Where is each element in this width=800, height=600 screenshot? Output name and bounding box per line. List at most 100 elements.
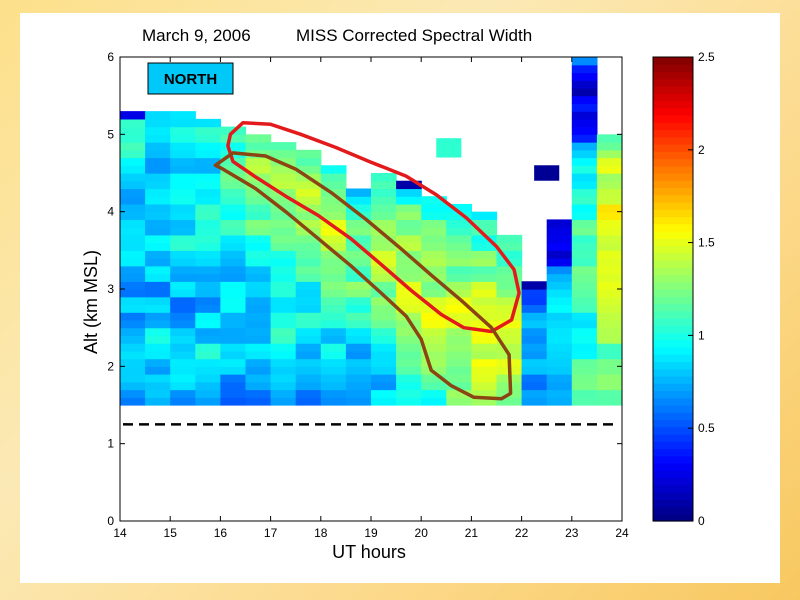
heatmap-cell: [195, 350, 221, 360]
colorbar-segment: [653, 107, 693, 116]
heatmap-cell: [521, 389, 548, 398]
heatmap-cell: [120, 203, 146, 213]
heatmap-cell: [396, 196, 422, 205]
heatmap-cell: [320, 312, 347, 321]
heatmap-cell: [345, 296, 372, 306]
heatmap-cell: [120, 165, 146, 174]
colorbar-segment: [653, 376, 693, 384]
heatmap-cell: [195, 343, 221, 352]
heatmap-cell: [195, 312, 221, 321]
heatmap-cell: [571, 250, 598, 259]
colorbar-tick-label: 2.5: [698, 50, 715, 64]
heatmap-cell: [371, 366, 397, 375]
heatmap-cell: [295, 273, 322, 282]
heatmap-cell: [571, 381, 598, 391]
heatmap-cell: [571, 234, 598, 244]
heatmap-cell: [270, 234, 297, 244]
heatmap-cell: [270, 327, 297, 336]
heatmap-cell: [571, 165, 598, 174]
heatmap-cell: [546, 343, 573, 352]
colorbar-segment: [653, 390, 693, 399]
heatmap-cell: [471, 265, 498, 275]
heatmap-cell: [421, 234, 447, 244]
heatmap-cell: [596, 173, 623, 182]
colorbar-segment: [653, 158, 693, 167]
heatmap-cell: [220, 397, 247, 406]
red-contour: [226, 120, 521, 334]
heatmap-cell: [245, 180, 272, 190]
heatmap-cell: [396, 350, 422, 360]
heatmap-cell: [571, 319, 598, 329]
heatmap-cell: [295, 165, 322, 174]
heatmap-cell: [120, 335, 146, 344]
colorbar-segment: [653, 426, 693, 435]
heatmap-cell: [396, 273, 422, 282]
colorbar-segment: [653, 318, 693, 326]
y-tick-label: 1: [107, 437, 114, 451]
heatmap-cell: [571, 80, 598, 89]
heatmap-cell: [270, 219, 297, 228]
heatmap-cell: [446, 242, 472, 251]
heatmap-cell: [396, 258, 422, 267]
heatmap-cell: [396, 327, 422, 336]
colorbar-segment: [653, 332, 693, 341]
heatmap-cell: [345, 304, 372, 313]
heatmap-cell: [245, 366, 272, 375]
heatmap-cell: [270, 319, 297, 329]
heatmap-cell: [195, 219, 221, 228]
heatmap-cell: [145, 180, 171, 190]
heatmap-cell: [245, 358, 272, 367]
colorbar-tick-label: 0.5: [698, 421, 715, 435]
y-axis-label: Alt (km MSL): [81, 250, 101, 354]
heatmap-cell: [120, 157, 146, 166]
heatmap-cell: [596, 389, 623, 398]
heatmap-cell: [245, 242, 272, 251]
heatmap-cell: [421, 203, 447, 213]
heatmap-cell: [220, 289, 247, 298]
heatmap-cell: [120, 258, 146, 267]
heatmap-cell: [371, 211, 397, 220]
heatmap-cell: [571, 111, 598, 120]
heatmap-cell: [496, 319, 523, 329]
heatmap-cell: [596, 265, 623, 275]
heatmap-cell: [145, 319, 171, 329]
heatmap-cell: [145, 343, 171, 352]
heatmap-cell: [546, 219, 573, 228]
heatmap-cell: [195, 180, 221, 190]
heatmap-cell: [446, 397, 472, 406]
slide: March 9, 2006 MISS Corrected Spectral Wi…: [20, 13, 780, 583]
heatmap-cell: [270, 180, 297, 190]
heatmap-cell: [120, 149, 146, 159]
heatmap-cell: [270, 281, 297, 290]
heatmap-cell: [546, 319, 573, 329]
colorbar-segment: [653, 513, 693, 522]
heatmap-cell: [596, 319, 623, 329]
colorbar-segment: [653, 347, 693, 355]
heatmap-cell: [396, 242, 422, 251]
heatmap-cell: [596, 149, 623, 159]
heatmap-cell: [220, 319, 247, 329]
heatmap-cell: [270, 304, 297, 313]
heatmap-cell: [546, 258, 573, 267]
heatmap-cell: [245, 381, 272, 391]
heatmap-cell: [170, 227, 196, 236]
heatmap-cell: [270, 250, 297, 259]
heatmap-cell: [421, 327, 447, 336]
heatmap-cell: [396, 265, 422, 275]
heatmap-cell: [421, 335, 447, 344]
heatmap-cell: [270, 374, 297, 383]
north-label: NORTH: [164, 71, 217, 88]
heatmap-cell: [270, 358, 297, 367]
heatmap-cell: [371, 343, 397, 352]
colorbar-segment: [653, 187, 693, 196]
heatmap-cell: [371, 381, 397, 391]
heatmap-cell: [270, 157, 297, 166]
heatmap-cell: [596, 289, 623, 298]
heatmap-cell: [170, 335, 196, 344]
heatmap-cell: [421, 258, 447, 267]
heatmap-cell: [396, 343, 422, 352]
colorbar-segment: [653, 325, 693, 334]
heatmap-cell: [295, 180, 322, 190]
heatmap-cell: [170, 258, 196, 267]
heatmap-cell: [120, 118, 146, 128]
